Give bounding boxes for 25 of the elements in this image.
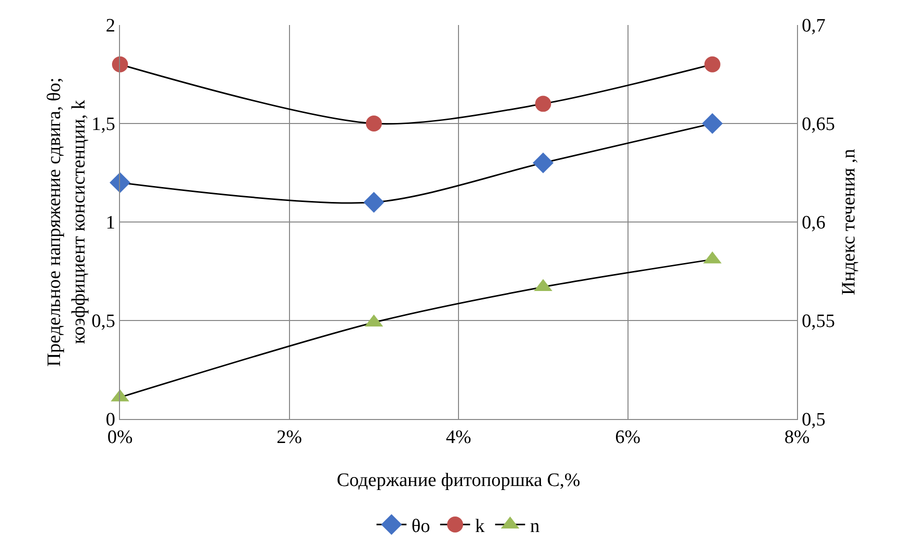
point <box>535 96 552 112</box>
point <box>112 56 128 72</box>
x-tick-label: 4% <box>446 426 472 448</box>
x-axis-title: Содержание фитопоршка С,% <box>336 470 580 491</box>
y-tick-label: 1 <box>106 212 116 234</box>
y2-axis-title: Индекс течения ,n <box>838 148 860 296</box>
point <box>366 116 382 132</box>
y2-tick-label: 0,65 <box>802 114 836 136</box>
x-tick-label: 6% <box>615 426 641 448</box>
legend-label: θo <box>412 516 430 537</box>
point <box>704 56 720 72</box>
point <box>702 113 723 134</box>
point <box>532 152 554 174</box>
y2-tick-label: 0,7 <box>802 16 826 37</box>
legend-label: n <box>530 516 540 537</box>
y2-tick-label: 0,6 <box>802 212 826 234</box>
y2-tick-label: 0,55 <box>802 311 836 332</box>
x-tick-label: 2% <box>276 426 302 448</box>
y-tick-label: 0,5 <box>91 311 116 332</box>
y-tick-label: 2 <box>106 16 116 37</box>
point <box>110 172 130 193</box>
y-axis-title: Предельное напряжение сдвига, θo; коэффициент консистенции, k <box>44 77 90 367</box>
legend-label: k <box>475 516 486 537</box>
point <box>363 192 384 213</box>
y-tick-label: 1,5 <box>91 114 116 136</box>
